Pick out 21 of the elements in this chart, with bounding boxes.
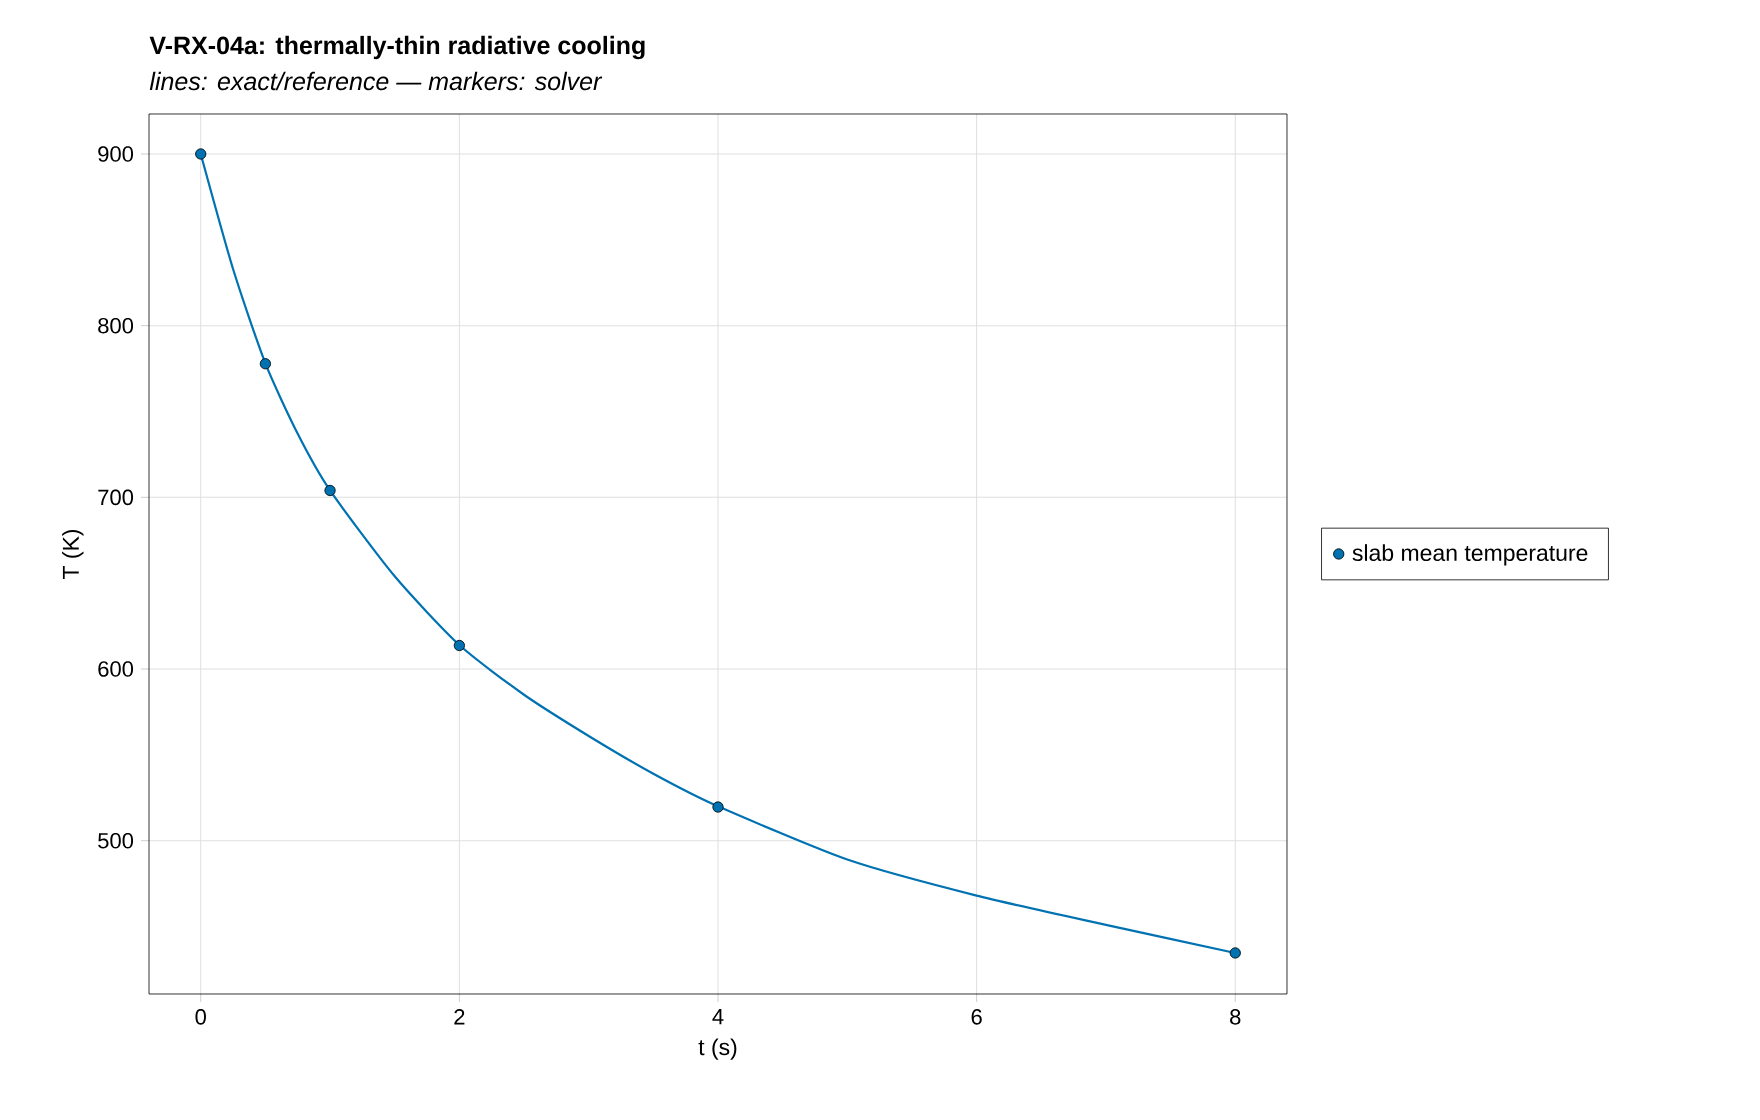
- point: [453, 639, 465, 652]
- y-tick-label: 900: [98, 146, 134, 162]
- chart-title: V-RX-04a: thermally-thin radiative cooling: [149, 35, 645, 60]
- x-tick-label: 4: [712, 1009, 724, 1025]
- point: [1229, 947, 1241, 959]
- point: [712, 801, 724, 813]
- legend-label: slab mean temperature: [1352, 544, 1588, 566]
- y-tick-label: 700: [98, 489, 134, 506]
- x-tick-label: 0: [195, 1009, 206, 1025]
- point: [259, 358, 271, 370]
- y-axis-title: T (K): [62, 529, 84, 580]
- y-tick-label: 800: [98, 317, 134, 334]
- point: [195, 148, 207, 160]
- y-tick-label: 600: [98, 661, 134, 677]
- x-tick-label: 2: [454, 1009, 465, 1025]
- x-axis-title: t (s): [698, 1038, 737, 1060]
- y-tick-label: 500: [98, 832, 134, 849]
- x-tick-label: 6: [971, 1009, 982, 1025]
- point: [324, 484, 336, 497]
- x-tick-label: 8: [1230, 1009, 1241, 1025]
- chart-subtitle: lines: exact/reference — markers: solver: [149, 71, 603, 91]
